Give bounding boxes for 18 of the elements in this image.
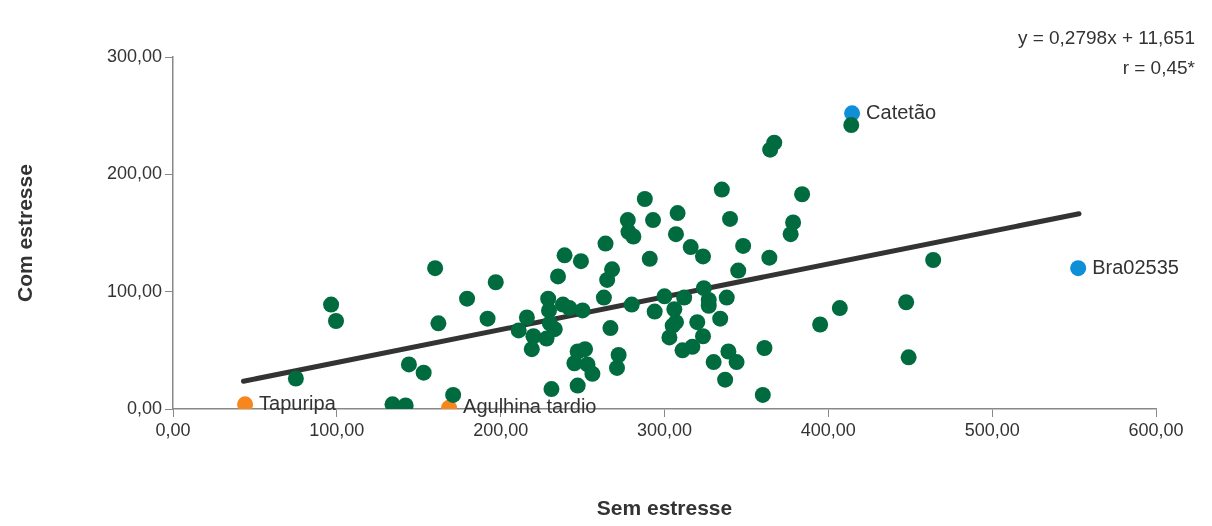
point bbox=[1070, 260, 1087, 277]
x-tick-label: 300,00 bbox=[636, 419, 693, 440]
x-axis-title: Sem estresse bbox=[596, 496, 733, 520]
x-tick-label: 600,00 bbox=[1128, 419, 1184, 440]
y-tick-label: 300,00 bbox=[106, 45, 162, 66]
x-tick-label: 200,00 bbox=[473, 419, 529, 440]
annotation: r = 0,45* bbox=[1122, 57, 1196, 78]
y-tick-label: 0,00 bbox=[126, 397, 162, 418]
y-axis-title: Com estresse bbox=[13, 164, 37, 302]
x-tick-label: 400,00 bbox=[800, 419, 856, 440]
text: y = 0,2798x + 11,651 bbox=[1017, 27, 1195, 48]
x-tick-label: 100,00 bbox=[309, 419, 365, 440]
x-tick-label: 500,00 bbox=[964, 419, 1020, 440]
y-tick-label: 200,00 bbox=[106, 163, 162, 184]
series-label: Catetão bbox=[866, 100, 937, 123]
y-tick-label: 100,00 bbox=[106, 280, 162, 301]
series-label: Bra02535 bbox=[1092, 255, 1179, 278]
x-tick-label: 0,00 bbox=[155, 419, 191, 440]
